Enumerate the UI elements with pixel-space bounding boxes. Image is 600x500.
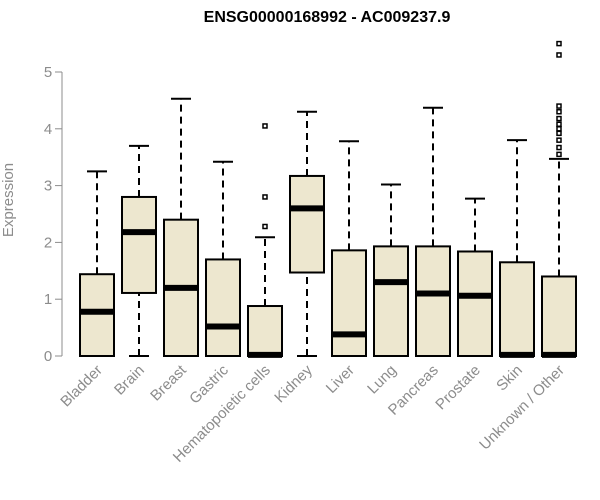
box-gastric <box>205 160 241 357</box>
outlier-point <box>556 130 562 137</box>
outlier-point <box>556 126 562 132</box>
category-label: Prostate <box>432 362 484 414</box>
box-brain <box>121 144 157 357</box>
box-body <box>205 258 241 357</box>
category-label: Brain <box>111 362 148 399</box>
y-tick-label: 5 <box>44 64 52 81</box>
outlier-point <box>556 115 562 122</box>
chart-title: ENSG00000168992 - AC009237.9 <box>204 9 451 26</box>
box-bladder <box>79 170 115 358</box>
box-body <box>331 249 367 358</box>
box-layer <box>79 40 577 358</box>
y-tick-label: 0 <box>44 348 52 365</box>
category-label: Skin <box>493 362 526 395</box>
outlier-point <box>262 223 268 230</box>
y-tick-label: 4 <box>44 121 52 138</box>
axis-layer: 0 1 2 3 4 5 <box>44 64 63 365</box>
box-body <box>457 250 493 358</box>
outlier-point <box>556 52 562 58</box>
y-tick-label: 3 <box>44 178 52 195</box>
box-body <box>541 275 577 358</box>
box-body <box>247 305 283 357</box>
outlier-point <box>556 144 562 151</box>
category-label: Liver <box>323 362 358 397</box>
y-axis-label: Expression <box>0 163 17 237</box>
box-breast <box>163 97 199 357</box>
outlier-point <box>262 194 268 200</box>
category-label: Kidney <box>271 361 316 406</box>
box-kidney <box>289 110 325 357</box>
box-skin <box>499 139 535 358</box>
outlier-point <box>556 40 562 47</box>
outlier-point <box>262 123 268 129</box>
category-label: Bladder <box>57 362 106 411</box>
box-lung <box>373 183 409 358</box>
box-body <box>373 245 409 358</box>
y-tick-label: 1 <box>44 291 52 308</box>
outlier-point <box>556 109 562 115</box>
box-body <box>121 195 157 294</box>
box-liver <box>331 140 367 358</box>
box-body <box>79 273 115 358</box>
box-hematopoietic-cells <box>247 123 283 358</box>
box-body <box>499 261 535 357</box>
box-prostate <box>457 197 493 358</box>
outlier-point <box>556 137 562 143</box>
outlier-point <box>556 151 562 158</box>
outlier-point <box>556 121 562 128</box>
category-label: Breast <box>147 361 190 404</box>
category-label: Lung <box>364 362 400 398</box>
box-unknown-other <box>541 40 577 358</box>
box-pancreas <box>415 106 451 358</box>
outlier-point <box>556 103 562 109</box>
box-body <box>289 174 325 274</box>
box-body <box>415 245 451 358</box>
y-tick-label: 2 <box>44 234 52 251</box>
